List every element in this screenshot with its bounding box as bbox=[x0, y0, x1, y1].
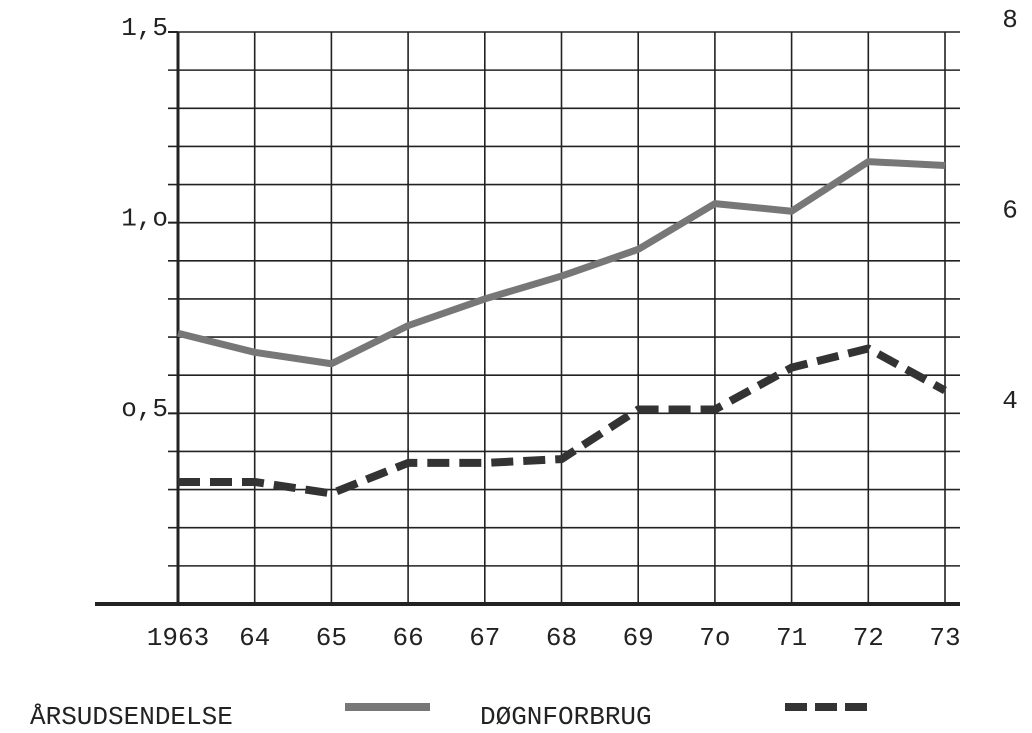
series-line bbox=[178, 344, 947, 498]
x-tick-label: 73 bbox=[929, 623, 960, 653]
x-tick-label: 71 bbox=[776, 623, 807, 653]
y-tick-label: 1,o bbox=[121, 204, 168, 234]
x-tick-label: 69 bbox=[623, 623, 654, 653]
series-line bbox=[177, 158, 946, 368]
y2-tick-label: 4 bbox=[1002, 386, 1018, 416]
x-tick-label: 67 bbox=[469, 623, 500, 653]
y2-tick-label: 8 bbox=[1002, 5, 1018, 35]
x-tick-label: 68 bbox=[546, 623, 577, 653]
x-tick-label: 66 bbox=[392, 623, 423, 653]
y-tick-label: o,5 bbox=[121, 394, 168, 424]
y2-tick-label: 6 bbox=[1002, 196, 1018, 226]
x-tick-label: 7o bbox=[699, 623, 730, 653]
x-tick-label: 65 bbox=[316, 623, 347, 653]
x-tick-label: 72 bbox=[853, 623, 884, 653]
legend-label: DØGNFORBRUG bbox=[480, 702, 652, 732]
legend-label: ÅRSUDSENDELSE bbox=[30, 702, 233, 732]
x-tick-label: 1963 bbox=[147, 623, 209, 653]
x-tick-label: 64 bbox=[239, 623, 270, 653]
y-tick-label: 1,5 bbox=[121, 13, 168, 43]
